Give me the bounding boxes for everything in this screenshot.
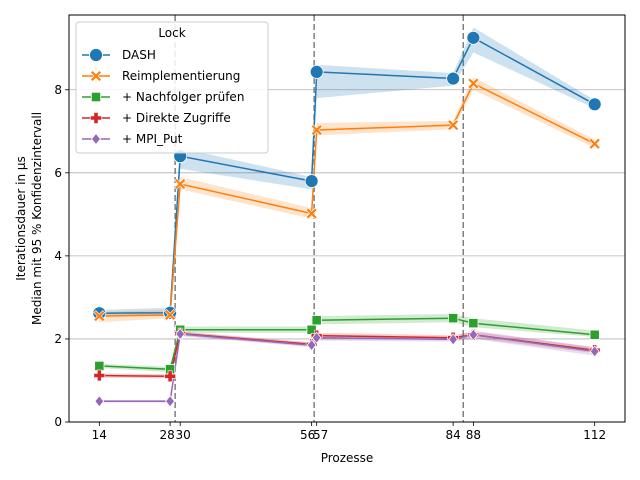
- data-point-4-7: [589, 345, 600, 358]
- y-tick-label: 0: [54, 415, 62, 429]
- legend-entry-label: DASH: [122, 48, 156, 62]
- data-point-0-6: [466, 30, 481, 45]
- x-axis-label: Prozesse: [321, 451, 374, 465]
- x-tick-label: 84: [446, 428, 461, 442]
- legend-marker-0: [89, 48, 103, 62]
- ci-band-1: [99, 77, 595, 323]
- x-tick-label: 28: [159, 428, 174, 442]
- data-point-4-3: [306, 339, 317, 352]
- series-markers: [92, 30, 602, 408]
- legend-marker-2: [90, 91, 102, 103]
- data-point-1-2: [174, 178, 187, 190]
- y-tick-label: 4: [54, 249, 62, 263]
- x-tick-label: 56: [300, 428, 315, 442]
- legend-entry-label: + MPI_Put: [122, 132, 183, 146]
- x-tick-label: 112: [583, 428, 606, 442]
- data-point-4-1: [165, 395, 176, 408]
- data-point-4-2: [175, 327, 186, 341]
- data-point-0-0: [92, 306, 107, 321]
- confidence-bands: [99, 27, 595, 403]
- x-tick-label: 57: [313, 428, 328, 442]
- legend-entry-label: Reimplementierung: [122, 69, 240, 83]
- data-point-1-0: [93, 310, 106, 323]
- x-tick-label: 30: [176, 428, 191, 442]
- x-tick-label: 88: [466, 428, 481, 442]
- data-point-1-3: [305, 207, 318, 220]
- data-point-4-4: [311, 331, 322, 344]
- legend-box: [75, 21, 269, 154]
- y-axis: 0 2 4 6 8: [54, 83, 69, 429]
- legend-title: Lock: [158, 26, 185, 40]
- data-point-0-5: [446, 71, 461, 86]
- x-tick-label: 14: [92, 428, 107, 442]
- plot-frame: [68, 14, 626, 423]
- data-point-0-7: [587, 97, 602, 112]
- data-point-4-5: [448, 333, 459, 346]
- data-point-2-5: [448, 313, 459, 324]
- y-axis-label-line: Iterationsdauer in µs: [14, 156, 28, 281]
- data-point-2-0: [94, 360, 105, 372]
- legend-entry-label: + Direkte Zugriffe: [122, 111, 231, 125]
- data-point-2-6: [468, 318, 479, 329]
- data-point-3-1: [164, 370, 176, 383]
- data-point-1-4: [310, 124, 323, 136]
- y-axis-label-line: Median mit 95 % Konfidenzintervall: [30, 112, 44, 325]
- data-point-0-3: [304, 174, 319, 189]
- legend-marker-1: [90, 70, 102, 82]
- data-point-4-6: [468, 328, 479, 341]
- legend-marker-4: [91, 132, 101, 146]
- data-point-1-6: [467, 77, 480, 90]
- ci-band-0: [99, 27, 595, 317]
- data-point-3-0: [93, 369, 106, 382]
- data-point-1-7: [588, 137, 601, 150]
- data-point-4-0: [94, 395, 105, 408]
- legend-entry-label: + Nachfolger prüfen: [122, 90, 244, 104]
- series-line-1: [99, 82, 596, 317]
- data-point-0-4: [309, 64, 324, 79]
- y-axis-label: Median mit 95 % KonfidenzintervallIterat…: [14, 112, 44, 325]
- data-point-2-4: [311, 315, 322, 326]
- data-point-1-1: [164, 308, 177, 321]
- data-point-1-5: [447, 119, 460, 132]
- data-point-2-7: [589, 329, 600, 340]
- ci-band-2: [99, 314, 595, 373]
- y-tick-label: 2: [54, 332, 62, 346]
- y-tick-label: 6: [54, 166, 62, 180]
- legend-marker-3: [90, 112, 102, 124]
- y-tick-label: 8: [54, 83, 62, 97]
